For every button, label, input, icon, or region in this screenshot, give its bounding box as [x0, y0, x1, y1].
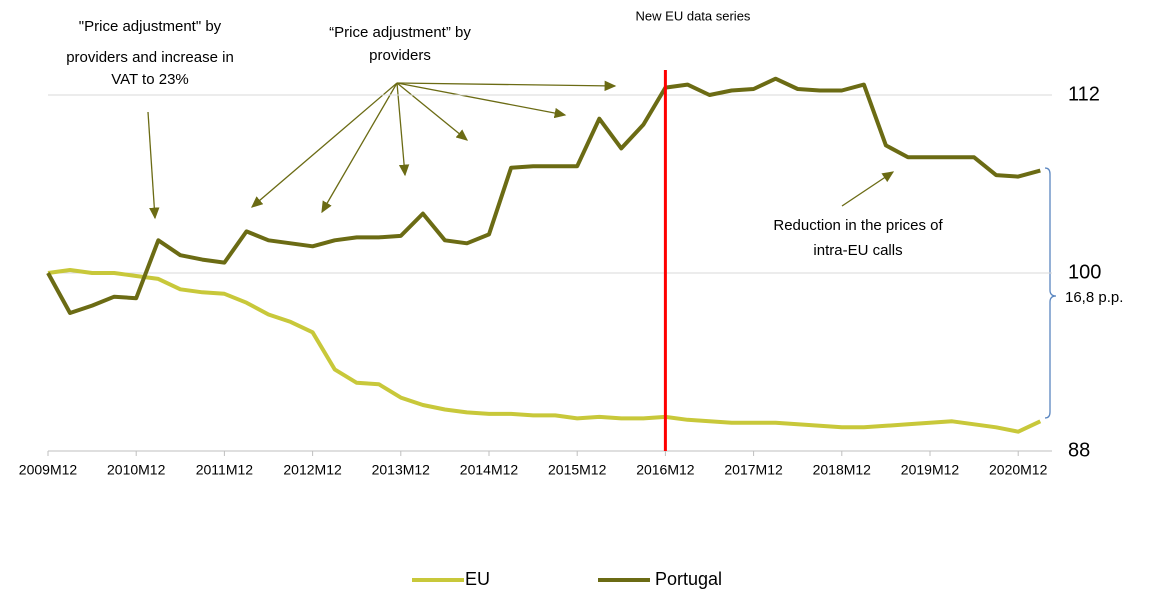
annotation: 16,8 p.p.	[1065, 289, 1123, 306]
x-tick-label: 2012M12	[283, 462, 342, 478]
x-tick-label: 2019M12	[901, 462, 960, 478]
bracket	[1044, 167, 1057, 419]
x-tick-label: 2015M12	[548, 462, 607, 478]
annotation: Reduction in the prices of	[773, 217, 943, 234]
x-tick-label: 2020M12	[989, 462, 1048, 478]
annotation: "Price adjustment" by	[79, 18, 222, 35]
annotation: New EU data series	[636, 8, 751, 23]
y-tick-label: 100	[1068, 261, 1101, 283]
x-tick-label: 2016M12	[636, 462, 695, 478]
annotation: providers and increase in	[66, 49, 234, 66]
annotation: VAT to 23%	[111, 71, 189, 88]
y-tick-label: 112	[1068, 83, 1100, 105]
x-tick-label: 2018M12	[813, 462, 872, 478]
x-tick-label: 2010M12	[107, 462, 166, 478]
annotation: intra-EU calls	[813, 242, 902, 259]
x-tick-label: 2017M12	[724, 462, 783, 478]
y-tick-label: 88	[1068, 439, 1090, 461]
x-tick-label: 2011M12	[196, 462, 254, 478]
annotation-arrows	[147, 80, 895, 220]
line-series	[46, 76, 1041, 315]
legend-label: Portugal	[655, 569, 722, 589]
annotation: “Price adjustment” by	[329, 24, 471, 41]
line-series	[47, 268, 1042, 434]
legend-label: EU	[465, 569, 490, 589]
x-tick-label: 2014M12	[460, 462, 519, 478]
x-tick-label: 2013M12	[372, 462, 431, 478]
x-tick-label: 2009M12	[19, 462, 78, 478]
annotation: providers	[369, 47, 431, 64]
